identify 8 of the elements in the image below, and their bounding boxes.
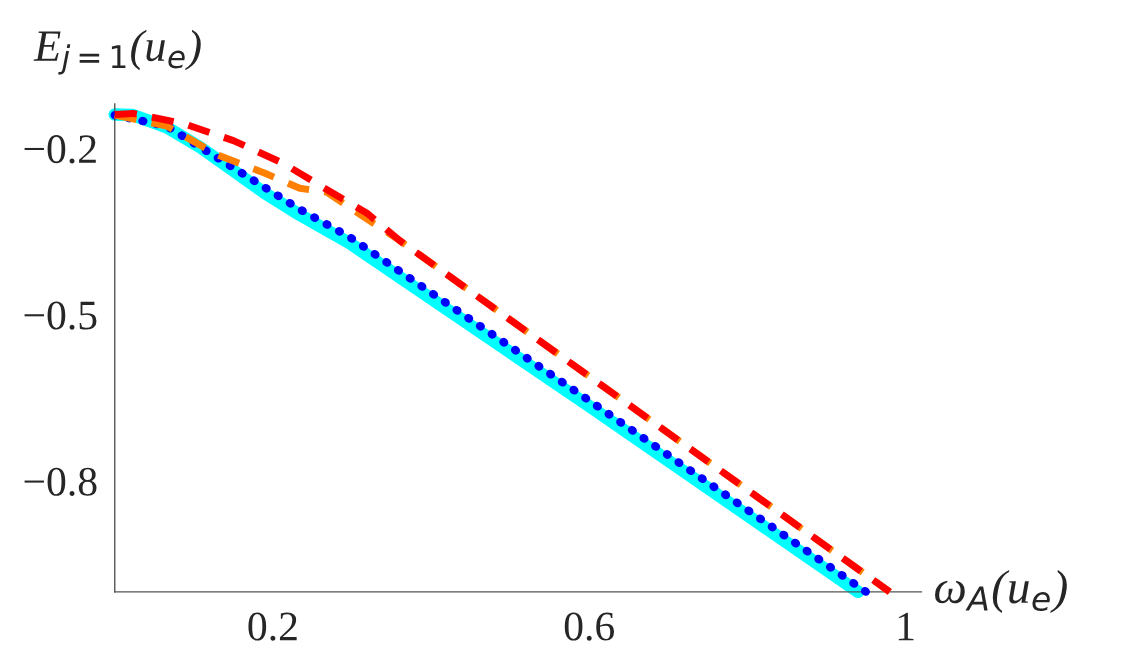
x-tick-label: 0.2 bbox=[248, 612, 297, 641]
x-tick-label: 1 bbox=[898, 612, 914, 641]
y-tick-label: −0.2 bbox=[24, 135, 96, 164]
y-tick-label: −0.8 bbox=[24, 467, 97, 496]
y-axis-title: E$_{j=1}$(u$_{e}$) bbox=[33, 29, 201, 75]
y-tick-label: −0.5 bbox=[24, 301, 97, 330]
x-axis-title: ω$_{A}$(u$_{e}$) bbox=[935, 570, 1067, 613]
x-tick-label: 0.6 bbox=[564, 612, 615, 641]
